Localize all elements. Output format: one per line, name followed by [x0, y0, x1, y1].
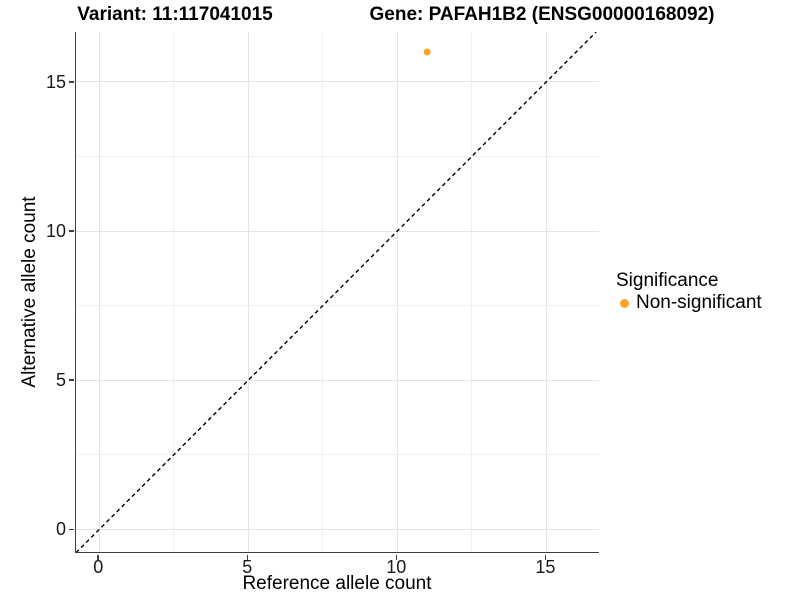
legend-title: Significance — [616, 270, 719, 291]
major-gridline-y — [76, 81, 599, 83]
plot-panel — [75, 32, 599, 553]
minor-gridline-y — [76, 155, 599, 157]
plot-layer — [76, 32, 597, 552]
y-tick-label: 10 — [45, 221, 66, 242]
x-tick-label: 15 — [535, 557, 556, 577]
x-axis-tick — [97, 554, 99, 560]
legend-item-label: Non-significant — [636, 292, 762, 313]
x-axis-tick — [544, 554, 547, 560]
major-gridline-x — [247, 32, 249, 552]
major-gridline-y — [76, 230, 599, 232]
x-axis-title: Reference allele count — [242, 573, 432, 594]
major-gridline-x — [396, 32, 398, 552]
x-axis-tick — [246, 554, 249, 560]
legend: Significance Non-significant — [613, 270, 762, 314]
minor-gridline-x — [322, 32, 324, 552]
major-gridline-x — [98, 32, 100, 552]
major-gridline-y — [76, 379, 599, 381]
plot-title-gene: Gene: PAFAH1B2 (ENSG00000168092) — [369, 4, 715, 25]
x-tick-label: 5 — [242, 557, 253, 577]
major-gridline-y — [76, 528, 599, 530]
y-tick-label: 5 — [55, 370, 66, 391]
x-tick-label: 0 — [93, 557, 104, 577]
data-point — [423, 48, 431, 56]
plot-title-variant: Variant: 11:117041015 — [77, 4, 273, 25]
y-tick-label: 15 — [45, 71, 66, 92]
x-axis-tick — [395, 554, 398, 560]
legend-item-non-significant: Non-significant — [616, 292, 762, 314]
y-axis-tick — [68, 81, 74, 83]
y-tick-label: 0 — [55, 519, 66, 540]
minor-gridline-x — [471, 32, 473, 552]
y-axis-tick — [68, 230, 74, 232]
major-gridline-x — [545, 32, 547, 552]
y-axis-tick — [68, 379, 74, 381]
y-axis-tick — [68, 528, 74, 531]
circle-marker-icon — [620, 298, 629, 308]
minor-gridline-y — [76, 454, 599, 456]
identity-dashed-line — [76, 32, 597, 552]
minor-gridline-y — [76, 305, 599, 307]
minor-gridline-x — [173, 32, 175, 552]
x-tick-label: 10 — [386, 557, 407, 577]
